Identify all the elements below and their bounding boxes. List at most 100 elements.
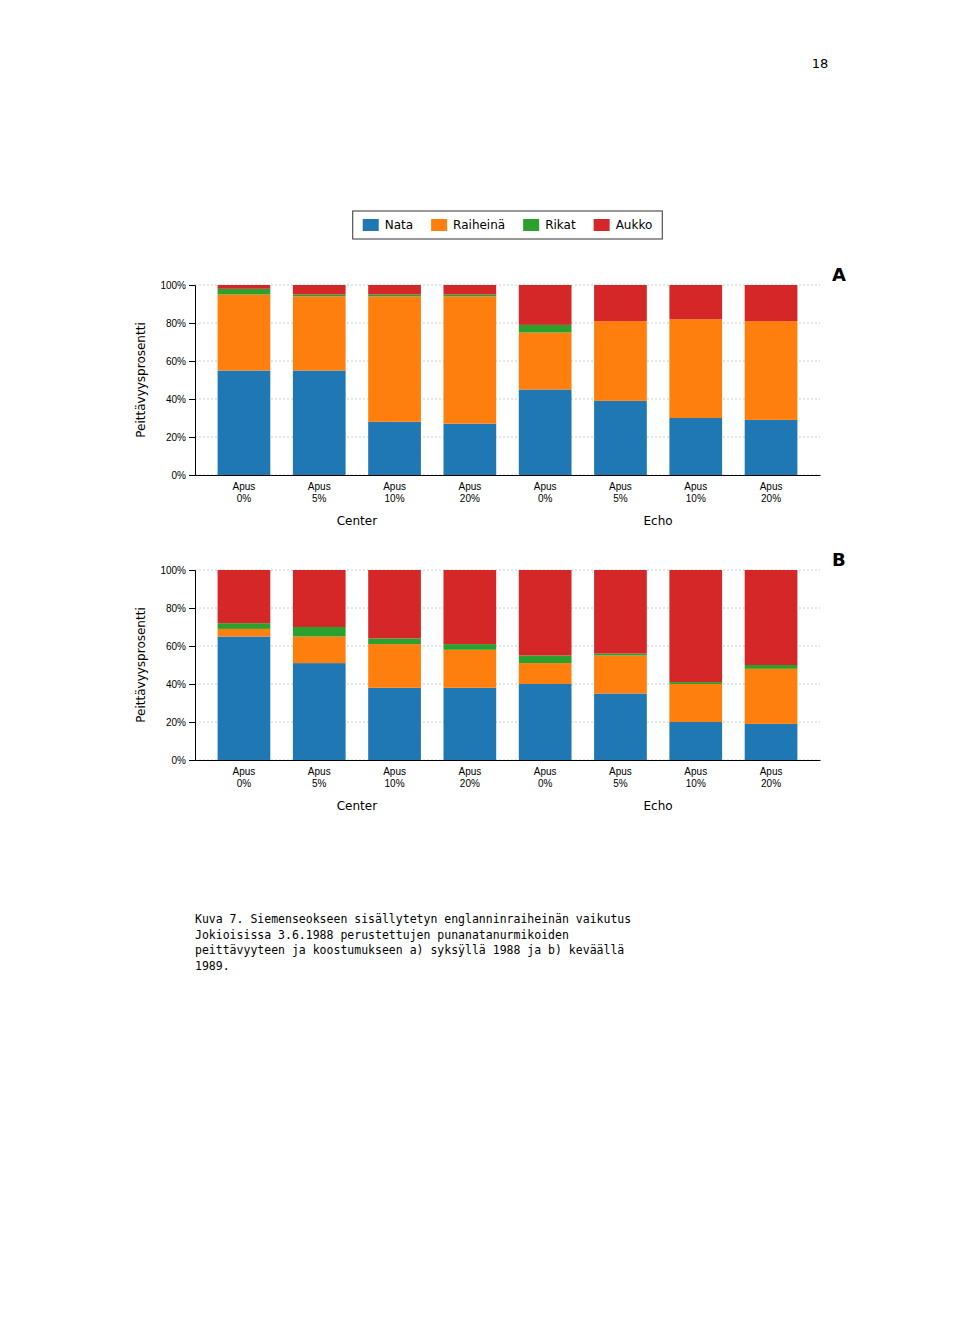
bar-segment — [594, 401, 647, 475]
grid-line — [195, 722, 820, 723]
tick: 80% — [166, 318, 195, 329]
bar-segment — [745, 321, 798, 420]
tick: Apus10% — [383, 766, 406, 789]
grid-line — [195, 399, 820, 400]
tick-mark — [189, 608, 195, 609]
x-axis: Apus0%Apus5%Apus10%Apus20%Apus0%Apus5%Ap… — [196, 476, 821, 505]
x-axis: Apus0%Apus5%Apus10%Apus20%Apus0%Apus5%Ap… — [196, 761, 821, 790]
tick-label: Apus0% — [233, 481, 256, 504]
axis-line — [189, 286, 196, 476]
bar-segment — [594, 654, 647, 656]
legend-item: Nata — [363, 218, 413, 232]
tick-label: 20% — [166, 432, 186, 443]
bar-segment — [594, 656, 647, 694]
bar-segment — [594, 694, 647, 761]
bars — [218, 570, 798, 760]
legend-item: Raiheinä — [431, 218, 505, 232]
tick: 0% — [172, 470, 195, 481]
tick-label: Apus10% — [383, 481, 406, 504]
grid-line — [195, 646, 820, 647]
tick-label: 20% — [166, 717, 186, 728]
tick-mark — [189, 475, 195, 476]
tick: Apus20% — [760, 766, 783, 789]
series — [218, 285, 798, 325]
legend-label: Aukko — [616, 218, 653, 232]
tick-label: Apus0% — [534, 766, 557, 789]
bar-segment — [218, 285, 271, 289]
tick: Apus5% — [609, 766, 632, 789]
legend-swatch — [523, 219, 539, 231]
tick: 100% — [160, 280, 195, 291]
tick: 60% — [166, 356, 195, 367]
series — [218, 570, 798, 682]
grid-line — [195, 323, 820, 324]
legend-swatch — [363, 219, 379, 231]
tick-label: 0% — [172, 755, 187, 766]
legend-swatch — [431, 219, 447, 231]
page: 0% 20% 40% 60% 80% 100% Apus0% Apus5% Apus10% Apu… — [0, 0, 960, 1318]
series — [218, 289, 572, 333]
tick: Apus20% — [760, 481, 783, 504]
y-axis: 0% 20% 40% 60% 80% 100% — [160, 565, 195, 766]
chart: 0% 20% 40% 60% 80% 100% Apus0% Apus5% Apus10% Apu… — [134, 549, 846, 813]
grid-line — [195, 608, 820, 609]
tick-label: Apus20% — [760, 766, 783, 789]
bar-segment — [519, 570, 572, 656]
grid-line — [195, 570, 820, 571]
bar-segment — [745, 285, 798, 321]
tick: 40% — [166, 394, 195, 405]
bar-segment — [519, 684, 572, 760]
tick: 40% — [166, 679, 195, 690]
bar-segment — [745, 570, 798, 665]
tick: 100% — [160, 565, 195, 576]
bar-segment — [368, 688, 421, 760]
grid-line — [195, 475, 820, 476]
chart: 0% 20% 40% 60% 80% 100% Apus0% Apus5% Apus10% Apu… — [134, 264, 846, 528]
bar-segment — [293, 627, 346, 637]
tick-label: Apus5% — [308, 766, 331, 789]
bar-segment — [669, 722, 722, 760]
group-label: Echo — [644, 799, 673, 813]
tick-mark — [189, 570, 195, 571]
tick: Apus10% — [383, 481, 406, 504]
bar-segment — [519, 325, 572, 333]
bar-segment — [218, 629, 271, 637]
tick-label: 60% — [166, 641, 186, 652]
bar-segment — [519, 285, 572, 325]
bar-segment — [218, 289, 271, 295]
tick-mark — [189, 646, 195, 647]
tick-label: Apus20% — [760, 481, 783, 504]
bar-segment — [669, 285, 722, 319]
caption: Kuva 7. Siemenseokseen sisällytetyn engl… — [195, 912, 631, 973]
tick-label: Apus20% — [458, 766, 481, 789]
bar-segment — [218, 371, 271, 476]
bar-segment — [594, 570, 647, 654]
tick: Apus10% — [684, 481, 707, 504]
tick-mark — [189, 684, 195, 685]
tick: Apus5% — [308, 766, 331, 789]
bar-segment — [218, 570, 271, 623]
tick: 80% — [166, 603, 195, 614]
tick-label: 40% — [166, 679, 186, 690]
bars — [218, 285, 798, 475]
tick: Apus5% — [609, 481, 632, 504]
bar-segment — [293, 285, 346, 295]
bar-segment — [443, 570, 496, 644]
tick: Apus20% — [458, 766, 481, 789]
bar-segment — [368, 285, 421, 295]
bar-segment — [368, 644, 421, 688]
tick-mark — [189, 285, 195, 286]
tick: 60% — [166, 641, 195, 652]
bar-segment — [519, 663, 572, 684]
axis-title: Peittävyysprosentti — [134, 322, 148, 437]
bar-segment — [218, 295, 271, 371]
tick-mark — [189, 760, 195, 761]
tick: Apus10% — [684, 766, 707, 789]
tick-label: 100% — [160, 565, 186, 576]
bar-segment — [218, 623, 271, 629]
tick-mark — [189, 399, 195, 400]
group-label: Echo — [644, 514, 673, 528]
group-label: Center — [337, 799, 377, 813]
legend-item: Aukko — [594, 218, 653, 232]
legend-label: Nata — [385, 218, 413, 232]
